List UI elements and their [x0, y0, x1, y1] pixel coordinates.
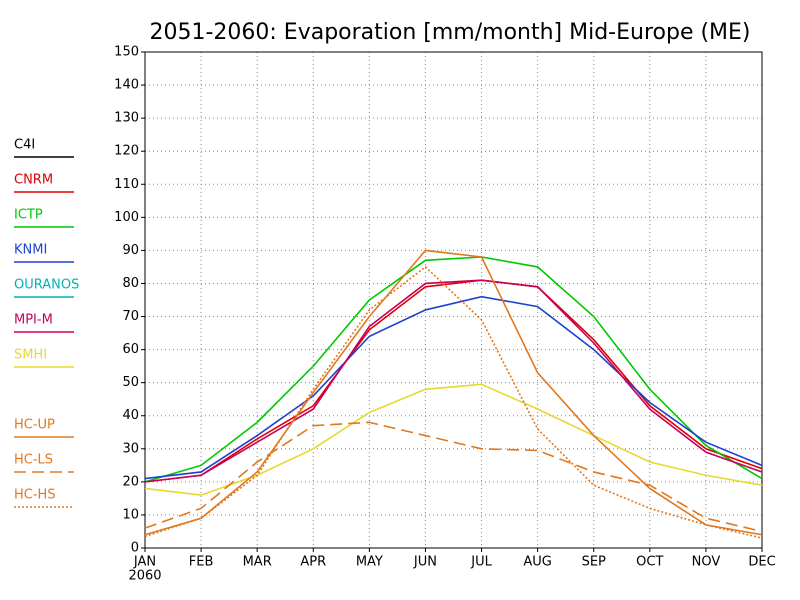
legend-label: HC-UP	[14, 418, 55, 433]
legend-label: CNRM	[14, 173, 53, 188]
x-tick-label: SEP	[582, 555, 606, 570]
x-tick-label: FEB	[189, 555, 214, 570]
x-tick-label: APR	[300, 555, 326, 570]
y-tick-label: 10	[122, 507, 139, 522]
series-line	[144, 265, 763, 539]
x-tick-label: MAY	[356, 555, 383, 570]
y-tick-label: 90	[122, 243, 139, 258]
series-line	[144, 279, 763, 483]
series-line	[144, 249, 763, 536]
legend-label: OURANOS	[14, 278, 79, 293]
x-tick-label: DEC	[748, 555, 775, 570]
year-label: 2060	[128, 569, 161, 584]
y-tick-label: 130	[114, 111, 139, 126]
x-tick-label: NOV	[692, 555, 721, 570]
legend-label: C4I	[14, 138, 35, 153]
legend-label: SMHI	[14, 348, 47, 363]
x-tick-label: JAN	[133, 555, 156, 570]
series-line	[144, 256, 763, 483]
y-tick-label: 60	[122, 342, 139, 357]
y-tick-label: 50	[122, 375, 139, 390]
y-tick-label: 40	[122, 408, 139, 423]
x-tick-label: JUN	[413, 555, 437, 570]
series-line	[144, 383, 763, 496]
legend-label: ICTP	[14, 208, 43, 223]
series-line	[144, 279, 763, 483]
y-tick-label: 100	[114, 210, 139, 225]
legend-label: HC-LS	[14, 453, 53, 468]
y-tick-label: 110	[114, 177, 139, 192]
x-tick-label: MAR	[243, 555, 272, 570]
x-tick-label: JUL	[470, 555, 492, 570]
legend-label: HC-HS	[14, 488, 56, 503]
series-line	[144, 295, 763, 480]
x-tick-label: AUG	[523, 555, 551, 570]
y-tick-label: 120	[114, 144, 139, 159]
legend-label: MPI-M	[14, 313, 53, 328]
legend-label: KNMI	[14, 243, 47, 258]
chart-title: 2051-2060: Evaporation [mm/month] Mid-Eu…	[149, 20, 750, 45]
y-tick-label: 30	[122, 441, 139, 456]
y-tick-label: 150	[114, 45, 139, 60]
y-tick-label: 140	[114, 78, 139, 93]
y-tick-label: 80	[122, 276, 139, 291]
y-tick-label: 20	[122, 474, 139, 489]
x-tick-label: OCT	[636, 555, 663, 570]
plot-frame	[144, 51, 763, 549]
y-tick-label: 70	[122, 309, 139, 324]
y-tick-label: 0	[131, 541, 139, 556]
